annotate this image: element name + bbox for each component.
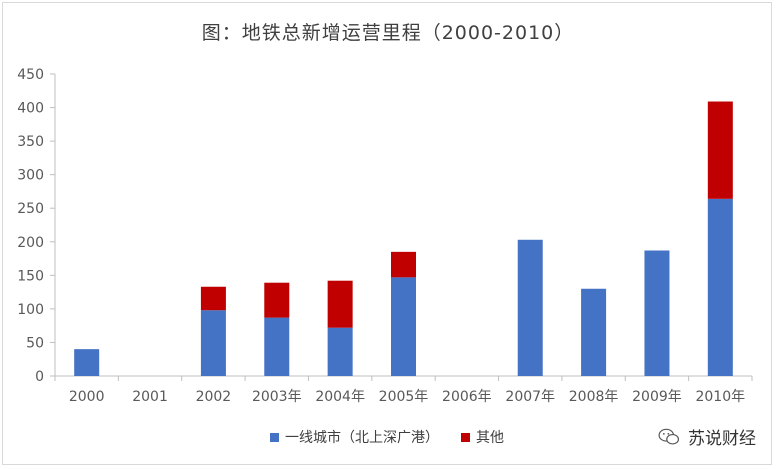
x-tick-label: 2006年	[442, 389, 492, 405]
y-tick-label: 250	[17, 201, 44, 217]
y-tick-label: 0	[35, 369, 44, 385]
x-tick-label: 2009年	[632, 389, 682, 405]
bar-segment	[200, 310, 226, 376]
x-tick-label: 2005年	[379, 389, 429, 405]
x-tick-label: 2003年	[252, 389, 302, 405]
legend-item-series-1: 一线城市（北上深广港）	[270, 427, 439, 447]
bar-segment	[644, 250, 670, 376]
x-tick-label: 2010年	[695, 389, 745, 405]
x-tick-label: 2008年	[569, 389, 619, 405]
y-tick-label: 400	[17, 101, 44, 117]
x-tick-label: 2004年	[315, 389, 365, 405]
watermark-text: 苏说财经	[688, 429, 756, 449]
y-tick-label: 50	[26, 335, 44, 351]
bar-segment	[327, 280, 353, 328]
chart-frame	[2, 2, 772, 465]
y-tick-label: 150	[17, 268, 44, 284]
legend-swatch	[270, 432, 279, 442]
bar-segment	[391, 251, 416, 278]
bar-segment	[391, 277, 416, 376]
wechat-icon	[658, 428, 680, 445]
bar-segment	[581, 288, 607, 376]
watermark: 苏说财经	[658, 424, 756, 449]
y-tick-label: 350	[17, 134, 44, 150]
bar-segment	[707, 101, 733, 199]
bar-segment	[517, 239, 543, 376]
legend-label: 一线城市（北上深广港）	[285, 430, 439, 446]
bar-segment	[707, 198, 733, 376]
y-tick-label: 200	[17, 235, 44, 251]
bar-segment	[264, 317, 290, 376]
bar-segment	[327, 327, 353, 376]
legend-swatch	[461, 432, 470, 442]
bar-segment	[74, 349, 100, 376]
y-tick-label: 300	[17, 168, 44, 184]
bar-segment	[200, 286, 226, 311]
x-tick-label: 2001	[132, 389, 168, 405]
legend-item-series-2: 其他	[461, 427, 504, 447]
legend: 一线城市（北上深广港） 其他	[270, 427, 526, 447]
y-tick-labels: 0 50 100 150 200 250 300 350 400 450	[17, 67, 44, 385]
y-tick-label: 100	[17, 302, 44, 318]
bars	[74, 101, 733, 376]
x-tick-label: 2000	[69, 389, 105, 405]
bar-segment	[264, 282, 290, 318]
y-tick-label: 450	[17, 67, 44, 83]
chart-title: 图：地铁总新增运营里程（2000-2010）	[201, 22, 575, 44]
x-tick-label: 2007年	[505, 389, 555, 405]
legend-label: 其他	[476, 430, 504, 446]
x-tick-labels: 2000 2001 2002 2003年 2004年 2005年 2006年 2007年 200…	[69, 389, 745, 405]
x-tick-label: 2002	[196, 389, 232, 405]
